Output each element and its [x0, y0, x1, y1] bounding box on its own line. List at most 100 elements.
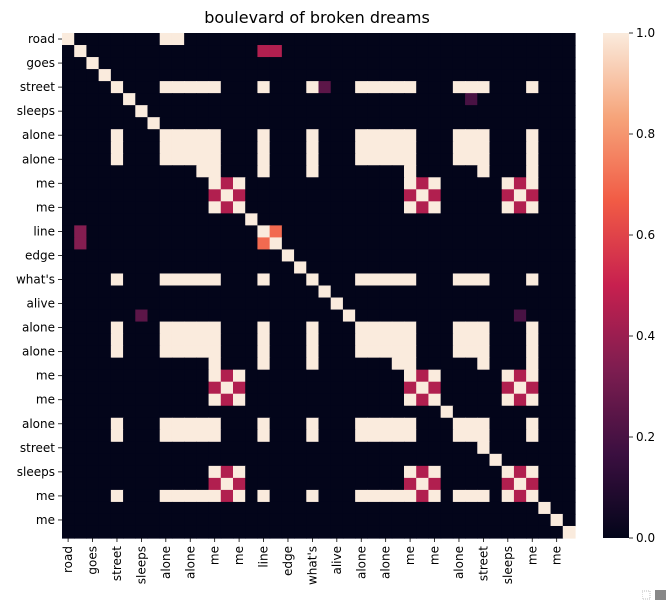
heatmap-cell — [233, 465, 246, 479]
heatmap-cell — [513, 465, 527, 479]
heatmap-cell — [257, 81, 271, 94]
heatmap-cell — [379, 297, 393, 311]
heatmap-cell — [416, 333, 430, 347]
heatmap-cell — [135, 477, 149, 491]
y-tick-label: alone — [22, 321, 55, 335]
heatmap-cell — [562, 177, 576, 190]
heatmap-cell — [245, 177, 259, 190]
heatmap-cell — [342, 141, 356, 154]
heatmap-cell — [526, 273, 539, 287]
heatmap-cell — [465, 189, 478, 202]
heatmap-cell — [147, 441, 161, 455]
heatmap-cell — [501, 297, 515, 311]
heatmap-cell — [477, 489, 491, 503]
heatmap-cell — [452, 237, 466, 251]
heatmap-cell — [135, 381, 149, 395]
heatmap-cell — [196, 273, 210, 287]
heatmap-cell — [269, 381, 283, 395]
heatmap-cell — [159, 45, 173, 58]
heatmap-cell — [123, 213, 136, 226]
heatmap-cell — [379, 249, 393, 263]
heatmap-cell — [465, 285, 478, 299]
heatmap-cell — [452, 225, 466, 238]
heatmap-cell — [184, 441, 197, 455]
heatmap-cell — [159, 213, 173, 226]
heatmap-cell — [318, 105, 332, 118]
heatmap-cell — [391, 273, 405, 287]
heatmap-cell — [184, 453, 197, 467]
heatmap-cell — [245, 153, 259, 166]
heatmap-cell — [513, 165, 527, 178]
heatmap-cell — [208, 105, 222, 118]
heatmap-cell — [538, 429, 552, 443]
heatmap-cell — [416, 129, 430, 142]
heatmap-cell — [416, 417, 430, 431]
heatmap-cell — [428, 285, 442, 299]
heatmap-cell — [355, 453, 368, 467]
heatmap-cell — [513, 429, 527, 443]
heatmap-cell — [428, 429, 442, 443]
heatmap-cell — [220, 489, 234, 503]
heatmap-cell — [294, 45, 307, 58]
heatmap-cell — [306, 225, 320, 238]
heatmap-cell — [86, 189, 100, 202]
heatmap-cell — [318, 405, 332, 419]
x-tick-label: me — [428, 546, 442, 565]
heatmap-cell — [74, 57, 88, 70]
heatmap-cell — [513, 453, 527, 467]
heatmap-cell — [526, 93, 539, 106]
heatmap-cell — [123, 273, 136, 287]
heatmap-cell — [428, 513, 442, 527]
heatmap-cell — [245, 333, 259, 347]
heatmap-cell — [233, 225, 246, 238]
heatmap-cell — [208, 249, 222, 263]
heatmap-cell — [440, 189, 454, 202]
heatmap-cell — [379, 165, 393, 178]
heatmap-cell — [342, 129, 356, 142]
heatmap-cell — [526, 297, 539, 311]
heatmap-cell — [550, 525, 564, 539]
heatmap-cell — [196, 237, 210, 251]
y-tick-label: line — [33, 224, 55, 238]
heatmap-cell — [562, 93, 576, 106]
heatmap-cell — [391, 249, 405, 263]
heatmap-cell — [110, 333, 124, 347]
heatmap-cell — [110, 189, 124, 202]
heatmap-cell — [538, 345, 552, 359]
heatmap-cell — [416, 489, 430, 503]
heatmap-cell — [245, 165, 259, 178]
heatmap-cell — [342, 165, 356, 178]
heatmap-cell — [562, 33, 576, 46]
x-tick-label: alone — [452, 546, 466, 579]
heatmap-cell — [391, 477, 405, 491]
heatmap-cell — [123, 105, 136, 118]
heatmap-cell — [257, 321, 271, 335]
heatmap-cell — [391, 453, 405, 467]
heatmap-cell — [233, 213, 246, 226]
heatmap-cell — [440, 393, 454, 407]
heatmap-cell — [379, 381, 393, 395]
heatmap-cell — [550, 33, 564, 46]
heatmap-cell — [196, 177, 210, 190]
heatmap-cell — [489, 333, 503, 347]
heatmap-cell — [489, 381, 503, 395]
heatmap-cell — [391, 489, 405, 503]
heatmap-cell — [294, 261, 307, 275]
heatmap-cell — [465, 69, 478, 82]
heatmap-cell — [428, 141, 442, 154]
heatmap-cell — [184, 465, 197, 479]
heatmap-cell — [428, 189, 442, 202]
heatmap-cell — [477, 261, 491, 275]
heatmap-cell — [404, 285, 417, 299]
heatmap-cell — [355, 249, 368, 263]
heatmap-cell — [477, 309, 491, 323]
heatmap-cell — [562, 489, 576, 503]
heatmap-cell — [428, 165, 442, 178]
heatmap-cell — [562, 309, 576, 323]
heatmap-cell — [513, 105, 527, 118]
heatmap-cell — [550, 93, 564, 106]
heatmap-cell — [538, 225, 552, 238]
heatmap-cell — [306, 369, 320, 383]
heatmap-cell — [110, 33, 124, 46]
heatmap-cell — [233, 285, 246, 299]
